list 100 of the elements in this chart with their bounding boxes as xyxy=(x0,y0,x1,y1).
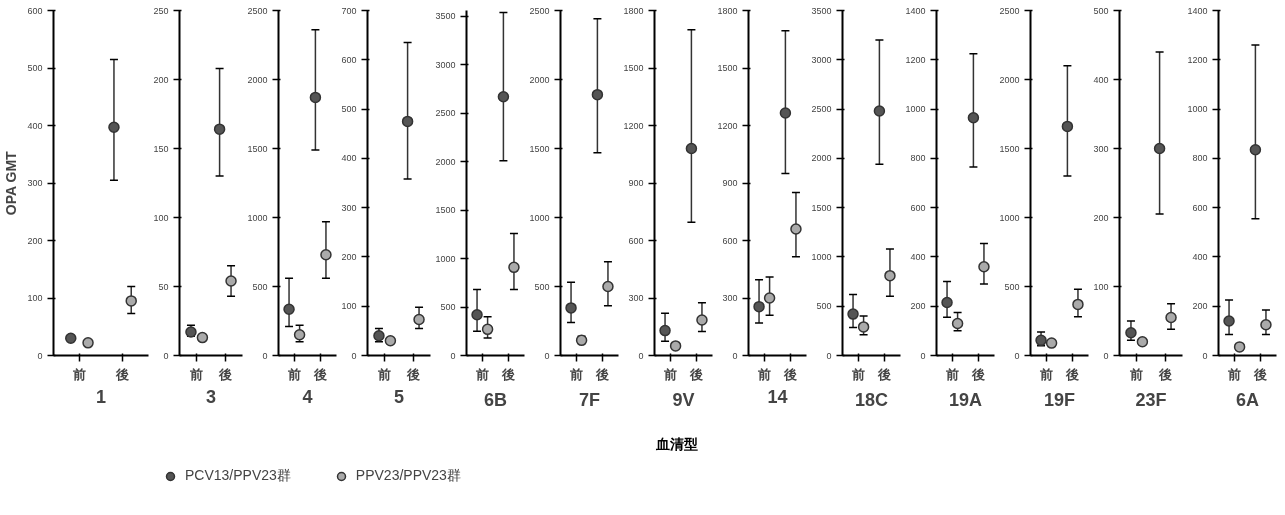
x-tick-label: 後 xyxy=(877,366,892,382)
y-axis-title: OPA GMT xyxy=(3,150,20,216)
x-tick-label: 後 xyxy=(405,366,420,382)
x-tick-label: 前 xyxy=(377,366,392,382)
x-tick-label: 前 xyxy=(474,366,489,382)
y-tick-label: 1200 xyxy=(1187,54,1208,65)
y-tick-label: 600 xyxy=(722,235,738,246)
y-tick-label: 0 xyxy=(1103,350,1109,361)
x-tick-label: 後 xyxy=(115,366,130,382)
y-tick-label: 400 xyxy=(1192,251,1208,262)
y-tick-label: 600 xyxy=(341,54,357,65)
y-tick-label: 2500 xyxy=(811,104,832,115)
y-tick-label: 250 xyxy=(153,5,169,16)
x-tick-label: 前 xyxy=(1226,366,1241,382)
x-axis-title: 23F xyxy=(1135,389,1167,410)
x-axis-title: 6A xyxy=(1236,389,1260,410)
y-tick-label: 0 xyxy=(262,350,268,361)
y-tick-label: 1500 xyxy=(999,143,1020,154)
y-tick-label: 400 xyxy=(341,153,357,164)
y-tick-label: 0 xyxy=(732,350,738,361)
y-tick-label: 400 xyxy=(27,120,43,131)
y-tick-label: 100 xyxy=(1093,281,1109,292)
y-tick-label: 2000 xyxy=(999,74,1020,85)
y-tick-label: 0 xyxy=(37,350,43,361)
y-tick-label: 0 xyxy=(450,350,456,361)
y-tick-label: 800 xyxy=(910,153,926,164)
x-axis-title: 19F xyxy=(1043,389,1076,410)
y-tick-label: 1200 xyxy=(905,54,926,65)
y-tick-label: 1000 xyxy=(811,251,832,262)
x-tick-label: 後 xyxy=(501,366,516,382)
y-tick-label: 200 xyxy=(910,301,926,312)
y-tick-label: 800 xyxy=(1192,153,1208,164)
x-tick-label: 前 xyxy=(756,366,771,382)
x-axis-title: 14 xyxy=(767,386,788,407)
x-tick-label: 後 xyxy=(783,366,798,382)
y-tick-label: 2500 xyxy=(435,108,456,119)
x-tick-label: 後 xyxy=(971,366,986,382)
y-tick-label: 200 xyxy=(1192,301,1208,312)
y-tick-label: 3000 xyxy=(811,54,832,65)
x-axis-title: 6B xyxy=(484,389,508,410)
y-tick-label: 1000 xyxy=(1187,104,1208,115)
y-tick-label: 100 xyxy=(341,301,357,312)
y-tick-label: 700 xyxy=(341,5,357,16)
x-axis-title: 18C xyxy=(854,389,889,410)
y-tick-label: 500 xyxy=(27,63,43,73)
y-tick-label: 900 xyxy=(722,178,738,188)
y-tick-label: 1500 xyxy=(623,63,644,73)
y-tick-label: 0 xyxy=(638,350,644,361)
y-tick-label: 0 xyxy=(163,350,169,361)
y-tick-label: 500 xyxy=(1093,5,1109,16)
y-tick-label: 300 xyxy=(1093,143,1109,154)
y-tick-label: 1500 xyxy=(247,143,268,154)
y-tick-label: 300 xyxy=(27,178,43,188)
y-tick-label: 2000 xyxy=(435,156,456,167)
y-tick-label: 0 xyxy=(1202,350,1208,361)
x-tick-label: 後 xyxy=(689,366,704,382)
y-tick-label: 1000 xyxy=(435,253,456,264)
y-tick-label: 600 xyxy=(27,5,43,16)
y-tick-label: 2500 xyxy=(999,5,1020,16)
x-tick-label: 前 xyxy=(568,366,583,382)
y-tick-label: 100 xyxy=(27,293,43,303)
x-axis-title: 4 xyxy=(302,386,313,407)
y-tick-label: 500 xyxy=(816,301,832,312)
y-tick-label: 0 xyxy=(351,350,357,361)
y-tick-label: 0 xyxy=(826,350,832,361)
y-tick-label: 1400 xyxy=(905,5,926,16)
y-tick-label: 1000 xyxy=(999,212,1020,223)
y-tick-label: 600 xyxy=(910,202,926,213)
y-tick-label: 100 xyxy=(153,212,169,223)
y-tick-label: 500 xyxy=(534,281,550,292)
y-tick-label: 2000 xyxy=(811,153,832,164)
y-tick-label: 50 xyxy=(158,281,169,292)
x-axis-title: 9V xyxy=(672,389,695,410)
y-tick-label: 500 xyxy=(1004,281,1020,292)
x-tick-label: 前 xyxy=(662,366,677,382)
y-tick-label: 3500 xyxy=(435,11,456,22)
y-tick-label: 200 xyxy=(153,74,169,85)
y-tick-label: 500 xyxy=(252,281,268,292)
y-tick-label: 2500 xyxy=(247,5,268,16)
y-tick-label: 200 xyxy=(27,235,43,246)
y-tick-label: 500 xyxy=(440,302,456,313)
y-tick-label: 2000 xyxy=(247,74,268,85)
y-tick-label: 0 xyxy=(1014,350,1020,361)
y-tick-label: 1200 xyxy=(717,120,738,131)
x-tick-label: 後 xyxy=(1157,366,1172,382)
x-tick-label: 前 xyxy=(944,366,959,382)
x-tick-label: 後 xyxy=(313,366,328,382)
y-tick-label: 600 xyxy=(1192,202,1208,213)
x-axis-title: 5 xyxy=(393,386,405,407)
x-axis-title: 1 xyxy=(95,386,107,407)
y-tick-label: 1500 xyxy=(717,63,738,73)
y-tick-label: 1500 xyxy=(529,143,550,154)
y-tick-label: 600 xyxy=(628,235,644,246)
y-tick-label: 400 xyxy=(910,251,926,262)
x-tick-label: 前 xyxy=(189,366,204,382)
x-tick-label: 後 xyxy=(217,366,232,382)
y-tick-label: 1800 xyxy=(717,5,738,16)
y-tick-label: 3500 xyxy=(811,5,832,16)
y-tick-label: 1000 xyxy=(529,212,550,223)
y-tick-label: 1500 xyxy=(811,202,832,213)
